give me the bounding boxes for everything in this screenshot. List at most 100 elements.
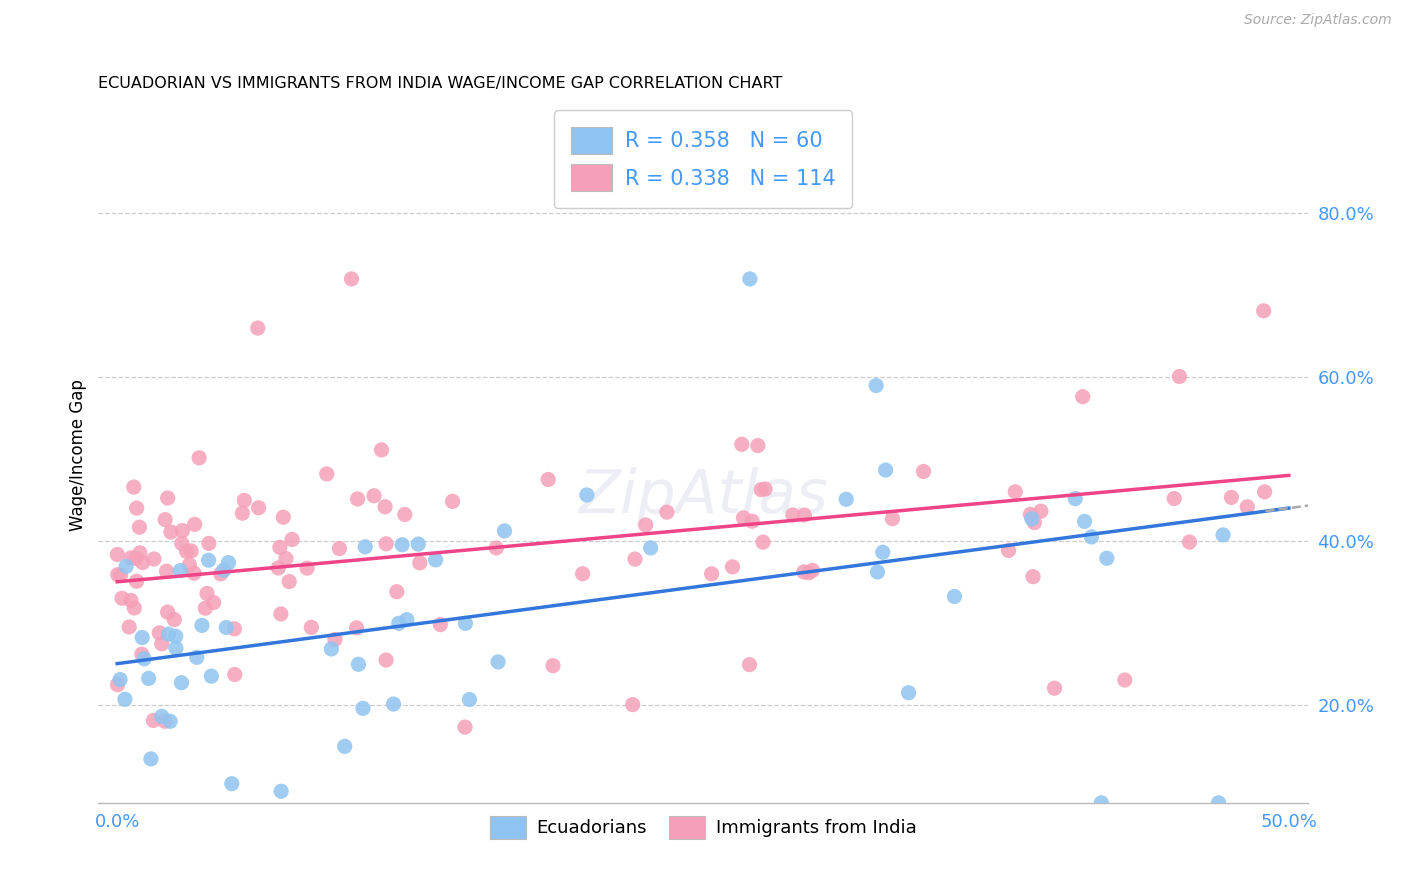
Point [1029, 504, 1052, 518]
Point [197, 553, 219, 567]
Point [640, 541, 662, 555]
Point [120, 550, 142, 565]
Point [1064, 491, 1087, 506]
Point [170, 675, 193, 690]
Point [139, 752, 162, 766]
Point [1253, 484, 1275, 499]
Point [274, 551, 297, 566]
Point [198, 536, 221, 550]
Point [186, 650, 208, 665]
Point [120, 593, 142, 607]
Point [183, 517, 205, 532]
Point [408, 537, 430, 551]
Point [1043, 681, 1066, 696]
Point [897, 686, 920, 700]
Point [148, 626, 170, 640]
Point [142, 714, 165, 728]
Point [943, 590, 966, 604]
Point [486, 655, 509, 669]
Point [195, 586, 218, 600]
Point [879, 804, 901, 818]
Point [180, 544, 202, 558]
Point [153, 513, 176, 527]
Point [754, 482, 776, 496]
Point [865, 378, 887, 392]
Point [912, 465, 935, 479]
Point [115, 559, 138, 574]
Point [347, 657, 370, 672]
Point [394, 508, 416, 522]
Point [224, 622, 246, 636]
Text: ECUADORIAN VS IMMIGRANTS FROM INDIA WAGE/INCOME GAP CORRELATION CHART: ECUADORIAN VS IMMIGRANTS FROM INDIA WAGE… [98, 76, 783, 91]
Point [1080, 530, 1102, 544]
Point [105, 548, 128, 562]
Point [624, 552, 647, 566]
Point [731, 437, 754, 451]
Point [110, 568, 132, 582]
Point [733, 511, 755, 525]
Point [801, 563, 824, 577]
Point [108, 673, 131, 687]
Legend: Ecuadorians, Immigrants from India: Ecuadorians, Immigrants from India [482, 808, 924, 846]
Point [323, 632, 346, 647]
Point [118, 620, 141, 634]
Point [246, 321, 269, 335]
Point [346, 491, 368, 506]
Point [738, 272, 761, 286]
Point [382, 697, 405, 711]
Point [882, 511, 904, 525]
Point [125, 551, 148, 566]
Point [328, 541, 350, 556]
Point [315, 467, 337, 481]
Point [270, 607, 292, 621]
Point [150, 637, 173, 651]
Point [114, 692, 136, 706]
Point [1208, 796, 1230, 810]
Point [1163, 491, 1185, 506]
Point [749, 483, 772, 497]
Point [1019, 508, 1042, 522]
Point [1004, 484, 1026, 499]
Point [541, 658, 564, 673]
Point [741, 514, 763, 528]
Point [165, 641, 187, 656]
Point [395, 613, 418, 627]
Point [363, 489, 385, 503]
Point [752, 535, 775, 549]
Point [738, 657, 761, 672]
Point [494, 524, 516, 538]
Point [333, 739, 356, 754]
Point [391, 538, 413, 552]
Point [1168, 369, 1191, 384]
Point [153, 714, 176, 729]
Point [157, 627, 180, 641]
Point [124, 601, 146, 615]
Point [114, 805, 136, 819]
Point [375, 653, 398, 667]
Point [1073, 515, 1095, 529]
Point [179, 558, 201, 572]
Point [138, 672, 160, 686]
Point [122, 480, 145, 494]
Point [1022, 569, 1045, 583]
Point [170, 536, 193, 550]
Point [150, 709, 173, 723]
Point [1220, 491, 1243, 505]
Point [575, 488, 598, 502]
Point [454, 616, 477, 631]
Point [224, 667, 246, 681]
Point [409, 556, 432, 570]
Point [571, 566, 593, 581]
Point [125, 574, 148, 589]
Text: Source: ZipAtlas.com: Source: ZipAtlas.com [1244, 13, 1392, 28]
Point [215, 620, 238, 634]
Point [1021, 512, 1043, 526]
Point [762, 812, 785, 826]
Point [131, 647, 153, 661]
Point [231, 506, 253, 520]
Point [128, 546, 150, 560]
Point [131, 556, 153, 570]
Point [388, 616, 411, 631]
Point [429, 617, 451, 632]
Point [1212, 528, 1234, 542]
